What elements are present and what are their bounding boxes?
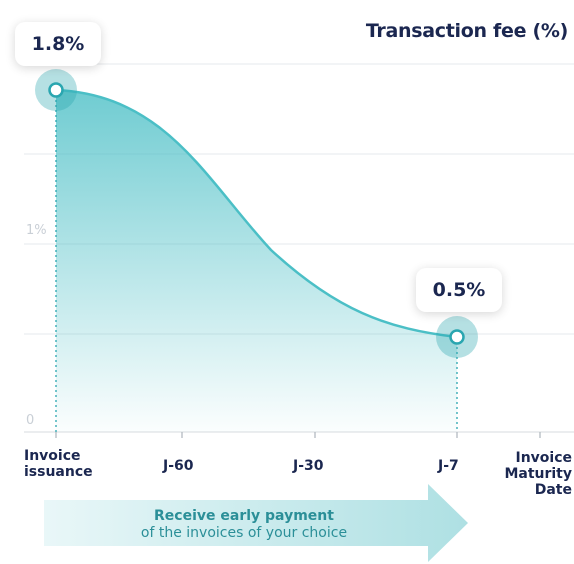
x-tick-invoice-issuance: Invoice issuance bbox=[24, 448, 93, 480]
data-point bbox=[436, 316, 478, 358]
arrow-caption-line2: of the invoices of your choice bbox=[140, 525, 348, 541]
data-point bbox=[35, 69, 77, 111]
arrow-caption-line1: Receive early payment bbox=[154, 508, 334, 524]
annotation-low: 0.5% bbox=[416, 268, 502, 312]
x-tick-j60: J-60 bbox=[163, 458, 194, 474]
fee-line bbox=[55, 88, 458, 339]
chart-title: Transaction fee (%) bbox=[365, 20, 568, 42]
annotation-high-label: 1.8% bbox=[31, 33, 85, 55]
x-tick-j7: J-7 bbox=[438, 458, 459, 474]
early-payment-arrow bbox=[44, 484, 468, 562]
x-tick-maturity: Invoice Maturity Date bbox=[504, 450, 572, 498]
x-tick-label: J-7 bbox=[438, 458, 459, 474]
x-tick-label: J-30 bbox=[293, 458, 324, 474]
annotation-low-label: 0.5% bbox=[432, 279, 486, 301]
y-tick-1: 1% bbox=[26, 223, 47, 238]
x-tick-j30: J-30 bbox=[293, 458, 324, 474]
y-tick-0: 0 bbox=[26, 413, 35, 428]
area-fill bbox=[56, 90, 457, 432]
x-tick-label: Invoice Maturity Date bbox=[504, 450, 572, 498]
x-tick-label: Invoice issuance bbox=[24, 448, 93, 480]
x-tick-label: J-60 bbox=[163, 458, 194, 474]
annotation-high: 1.8% bbox=[15, 22, 101, 66]
arrow-caption: Receive early payment of the invoices of… bbox=[44, 508, 444, 542]
